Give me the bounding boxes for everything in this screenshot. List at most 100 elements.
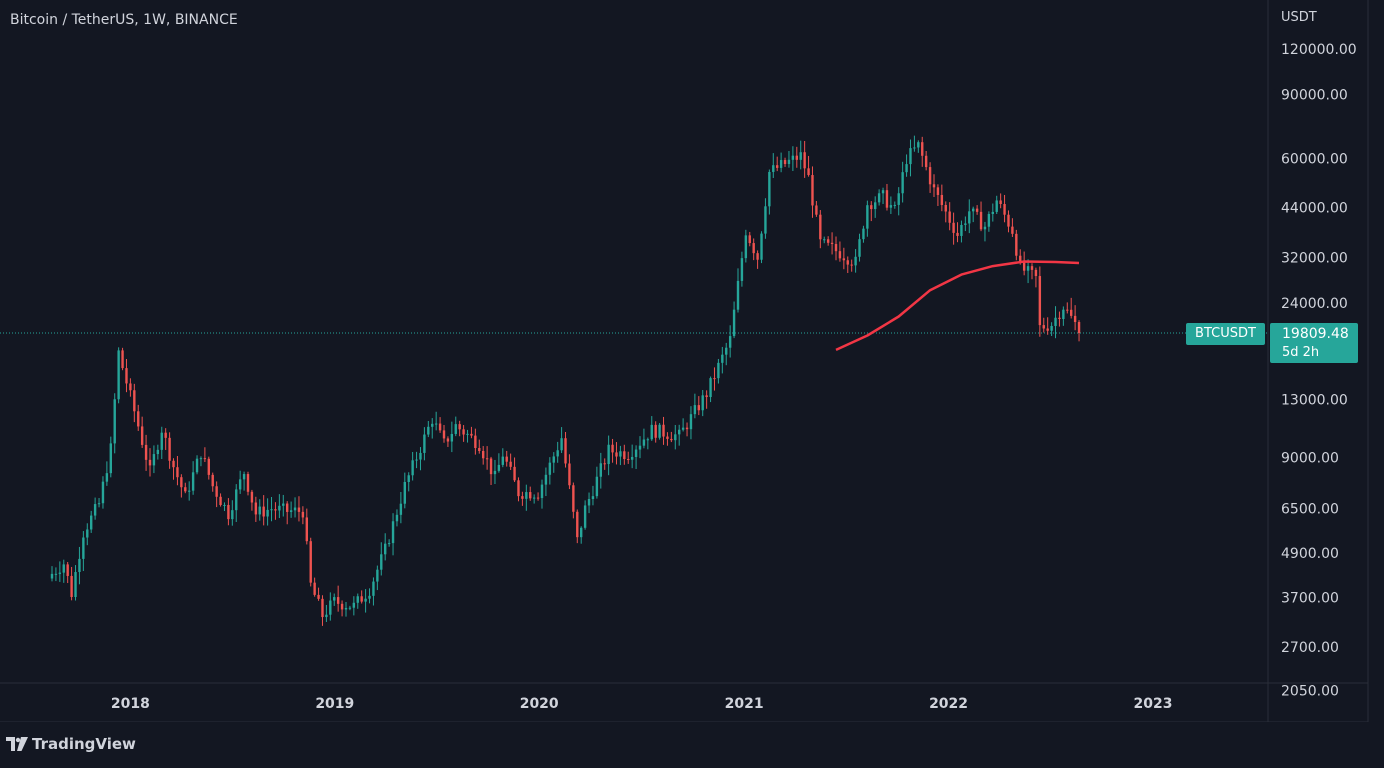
candle-body (258, 506, 261, 515)
candle-body (227, 504, 230, 520)
price-axis-unit[interactable]: USDT (1281, 10, 1317, 25)
candle-body (74, 572, 77, 598)
candle-body (815, 205, 818, 215)
time-axis[interactable]: 2018 2019 2020 2021 2022 2023 (111, 696, 1173, 712)
candle-body (842, 258, 846, 261)
y-tick-label: 60000.00 (1281, 151, 1348, 167)
candle-body (529, 492, 532, 499)
candle-body (152, 454, 156, 466)
candle-body (101, 481, 105, 504)
candle-body (148, 459, 152, 466)
candle-body (117, 350, 120, 400)
candle-body (278, 505, 281, 511)
candle-body (838, 251, 842, 259)
candle-body (725, 347, 728, 355)
candle-body (376, 569, 379, 582)
y-tick-label: 13000.00 (1281, 392, 1348, 408)
candle-body (93, 504, 97, 516)
candle-body (317, 594, 320, 599)
candle-body (125, 368, 128, 384)
candle-body (336, 597, 340, 604)
candle-body (309, 541, 312, 583)
candle-body (893, 204, 896, 206)
candle-body (427, 426, 430, 435)
candle-body (474, 435, 477, 449)
last-price-badge: 19809.48 5d 2h (1270, 323, 1358, 363)
candle-body (485, 458, 489, 460)
candle-body (1073, 315, 1077, 323)
candle-body (1019, 255, 1022, 262)
candle-body (638, 445, 642, 450)
candle-body (82, 537, 85, 559)
candle-body (674, 434, 677, 441)
candle-body (968, 211, 971, 224)
candle-body (458, 424, 461, 430)
candle-body (121, 350, 124, 369)
candle-body (654, 424, 657, 438)
candle-body (470, 433, 473, 436)
candle-body (917, 142, 920, 148)
price-axis[interactable]: 120000.00 90000.00 60000.00 44000.00 32000.0… (1281, 42, 1357, 699)
tradingview-logo[interactable]: TradingView (6, 735, 136, 753)
candle-body (215, 486, 218, 497)
candle-body (603, 463, 606, 465)
x-tick-label: 2019 (315, 696, 354, 712)
candle-body (717, 362, 720, 379)
candle-body (450, 433, 454, 442)
candle-body (697, 405, 700, 411)
candle-body (650, 424, 653, 440)
tradingview-icon (6, 737, 28, 751)
candle-body (580, 527, 583, 538)
candle-body (105, 473, 109, 482)
bar-countdown: 5d 2h (1282, 345, 1320, 360)
x-tick-label: 2023 (1133, 696, 1172, 712)
candle-body (897, 193, 900, 205)
candle-body (184, 487, 187, 492)
candle-body (995, 200, 998, 212)
candle-body (885, 190, 889, 208)
candle-body (556, 450, 559, 457)
candle-body (242, 474, 246, 480)
candle-body (544, 474, 548, 485)
candle-body (1015, 233, 1018, 256)
candle-body (384, 543, 387, 555)
candle-body (991, 211, 994, 214)
candle-body (740, 258, 744, 281)
candle-body (509, 461, 512, 467)
candle-body (313, 582, 316, 595)
candle-body (1066, 309, 1069, 311)
candle-body (576, 511, 579, 538)
candle-body (1070, 309, 1073, 316)
candle-body (274, 509, 277, 511)
candle-body (713, 378, 716, 380)
candle-body (262, 506, 265, 517)
candle-body (199, 458, 203, 460)
candle-body (254, 502, 258, 515)
candle-body (552, 456, 555, 463)
y-tick-label: 4900.00 (1281, 546, 1339, 562)
candle-body (364, 598, 367, 602)
candle-body (203, 458, 207, 460)
candle-body (932, 184, 936, 188)
candle-body (223, 504, 226, 506)
x-tick-label: 2020 (520, 696, 559, 712)
footer (0, 722, 1384, 768)
candle-body (438, 423, 442, 431)
candle-body (819, 214, 822, 240)
candle-body (372, 581, 375, 596)
candle-body (144, 444, 148, 460)
candle-body (689, 414, 693, 430)
candle-body (823, 239, 826, 241)
candle-body (972, 208, 975, 212)
candle-body (305, 517, 308, 542)
candle-body (231, 510, 234, 520)
candle-body (936, 187, 940, 195)
candle-body (548, 462, 552, 475)
candle-body (423, 434, 426, 453)
candle-body (705, 395, 708, 398)
x-tick-label: 2022 (929, 696, 968, 712)
candle-body (325, 614, 328, 618)
candle-body (607, 444, 610, 465)
candle-body (501, 456, 504, 465)
